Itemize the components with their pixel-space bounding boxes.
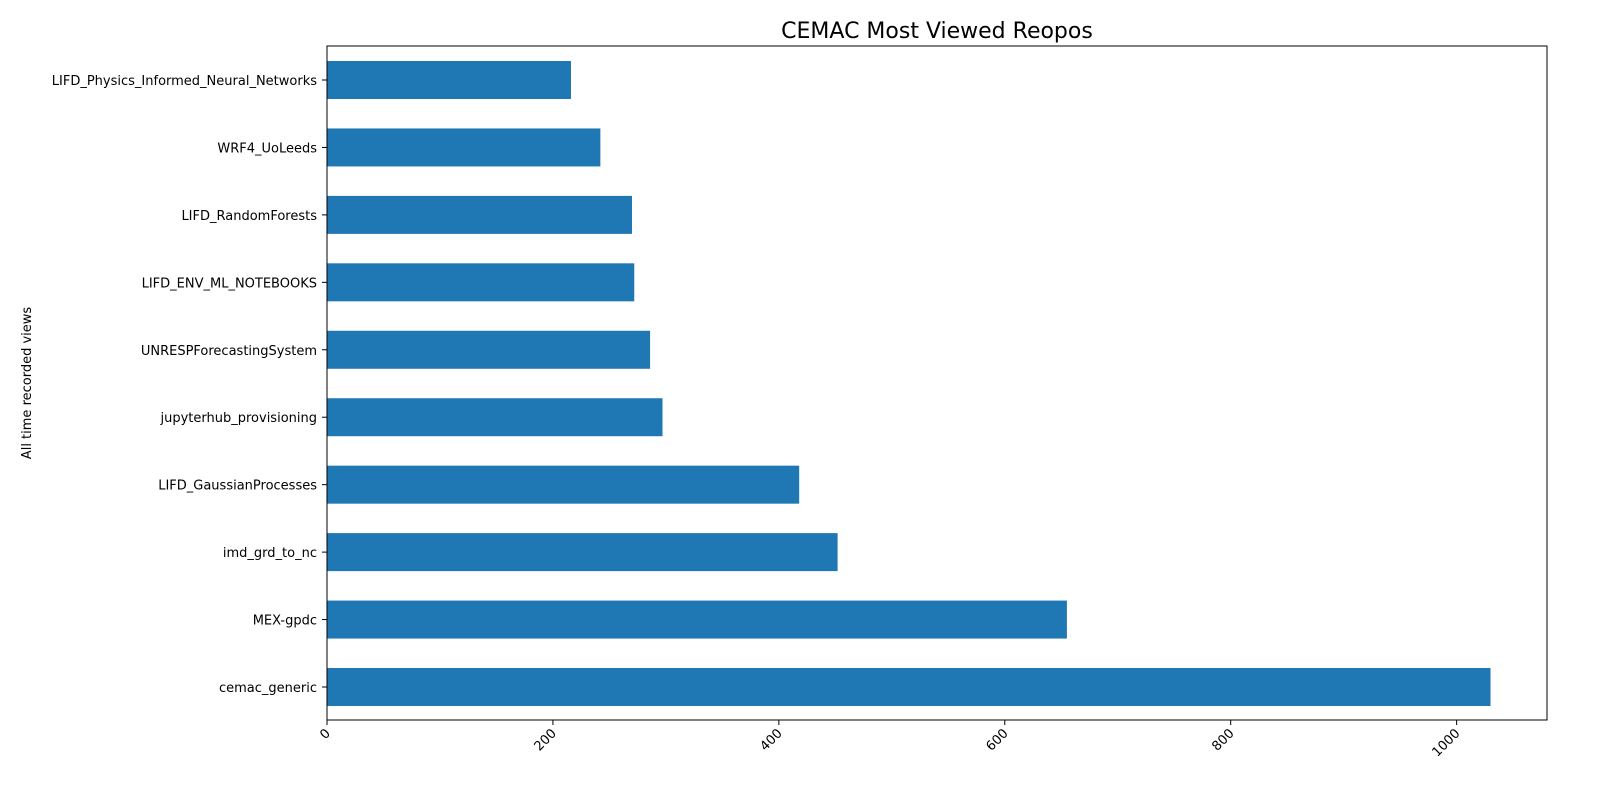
x-tick-label-3: 600	[983, 726, 1011, 754]
y-axis-label: All time recorded views	[20, 307, 35, 460]
x-tick-label-4: 800	[1209, 726, 1237, 754]
y-tick-label-7: LIFD_RandomForests	[181, 209, 317, 224]
y-ticks-group: cemac_generic MEX-gpdc imd_grd_to_nc LIFD_G…	[52, 74, 327, 696]
bar-5	[327, 330, 651, 369]
y-tick-label-1: MEX-gpdc	[253, 614, 317, 629]
bar-2	[327, 533, 838, 572]
y-tick-label-4: jupyterhub_provisioning	[160, 411, 318, 426]
chart-title: CEMAC Most Viewed Reopos	[781, 19, 1093, 44]
y-tick-label-6: LIFD_ENV_ML_NOTEBOOKS	[142, 276, 317, 291]
x-tick-label-5: 1000	[1429, 726, 1463, 760]
x-tick-label-1: 200	[532, 726, 560, 754]
bar-3	[327, 465, 800, 504]
bar-8	[327, 128, 601, 167]
y-tick-label-5: UNRESPForecastingSystem	[141, 344, 317, 359]
x-tick-label-2: 400	[758, 726, 786, 754]
bar-9	[327, 61, 571, 99]
bar-0	[327, 668, 1491, 706]
y-tick-label-0: cemac_generic	[219, 681, 317, 696]
bar-4	[327, 398, 663, 437]
y-tick-label-3: LIFD_GaussianProcesses	[158, 479, 317, 494]
bar-1	[327, 600, 1067, 639]
y-tick-label-8: WRF4_UoLeeds	[217, 141, 317, 156]
x-ticks-group: 0 200 400 600 800 1000	[317, 720, 1463, 760]
y-tick-label-2: imd_grd_to_nc	[223, 546, 317, 561]
bar-7	[327, 195, 632, 234]
plot-frame	[326, 45, 1548, 721]
x-tick-label-0: 0	[317, 726, 333, 742]
y-tick-label-9: LIFD_Physics_Informed_Neural_Networks	[52, 74, 317, 89]
bars-group	[327, 61, 1491, 706]
bar-6	[327, 263, 635, 302]
